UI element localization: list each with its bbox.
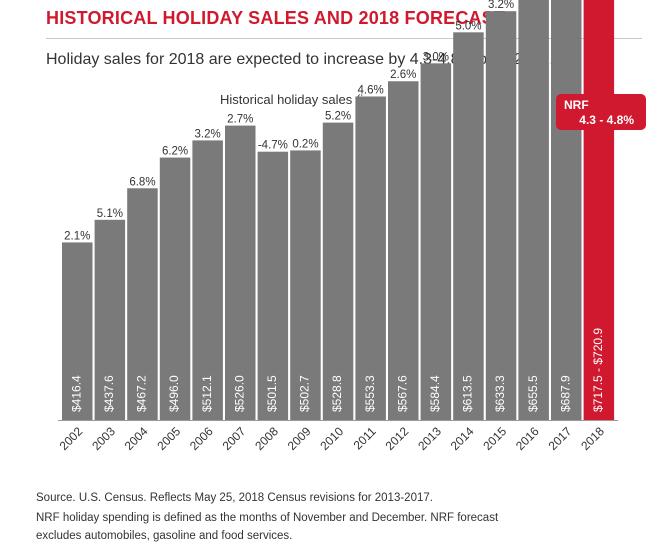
x-tick-label: 2016 xyxy=(513,424,542,453)
growth-label: 5.0% xyxy=(455,20,481,32)
bar-value-label: $467.2 xyxy=(135,375,149,412)
bar-2005 xyxy=(159,157,191,420)
bar-2015 xyxy=(485,11,517,420)
bar-value-label: $416.4 xyxy=(69,375,83,412)
bar-2011 xyxy=(355,96,386,420)
x-tick-label: 2012 xyxy=(383,424,412,453)
footnote-exclusions: excludes automobiles, gasoline and food … xyxy=(36,530,293,542)
footnote-definition: NRF holiday spending is defined as the m… xyxy=(36,512,499,524)
x-tick-label: 2005 xyxy=(154,424,183,453)
bar-2016 xyxy=(518,0,549,421)
footnote-source: Source. U.S. Census. Reflects May 25, 20… xyxy=(36,492,433,504)
heading-divider xyxy=(46,38,642,39)
bar-value-label: $512.1 xyxy=(200,375,214,412)
growth-label: 3.0% xyxy=(423,51,449,63)
bar-2009 xyxy=(290,150,321,420)
bar-value-label: $567.6 xyxy=(395,375,409,412)
forecast-callout: NRF 4.3 - 4.8% xyxy=(556,94,646,130)
bar-2003 xyxy=(94,219,126,420)
x-tick-label: 2011 xyxy=(351,424,379,452)
bar-value-label: $584.4 xyxy=(428,375,442,412)
bar-2017 xyxy=(551,0,582,421)
bar-value-label: $437.6 xyxy=(102,375,116,412)
x-tick-label: 2006 xyxy=(187,424,216,453)
x-tick-label: 2009 xyxy=(285,424,314,453)
x-tick-label: 2017 xyxy=(546,424,575,453)
bar-value-label: $496.0 xyxy=(167,375,181,412)
growth-label: 2.1% xyxy=(64,230,90,242)
bar-2010 xyxy=(322,122,354,421)
bar-2012 xyxy=(388,81,419,420)
bar-2002 xyxy=(62,242,93,420)
x-tick-label: 2007 xyxy=(220,424,249,453)
growth-label: 5.1% xyxy=(97,208,123,220)
bar-value-label: $655.5 xyxy=(526,375,540,412)
callout-range: 4.3 - 4.8% xyxy=(579,113,634,127)
bar-2013 xyxy=(420,63,452,421)
growth-label: 2.6% xyxy=(390,69,416,81)
x-tick-label: 2015 xyxy=(480,424,509,453)
x-tick-label: 2013 xyxy=(415,424,444,453)
callout-source: NRF xyxy=(564,98,589,112)
bar-2006 xyxy=(192,140,223,420)
growth-label: 6.8% xyxy=(129,176,155,188)
growth-label: 4.6% xyxy=(358,84,384,96)
chart-title: Historical holiday sales (in xyxy=(220,92,371,107)
bar-value-label: $613.5 xyxy=(461,375,475,412)
x-tick-label: 2003 xyxy=(89,424,118,453)
growth-label: 3.2% xyxy=(195,128,221,140)
bar-2007 xyxy=(225,125,256,421)
x-tick-label: 2014 xyxy=(448,424,477,453)
bar-value-label: $717.5 - $720.9 xyxy=(591,328,605,412)
bar-value-label: $502.7 xyxy=(298,375,312,412)
bar-2014 xyxy=(453,32,484,421)
bar-value-label: $553.3 xyxy=(363,375,377,412)
x-tick-label: 2010 xyxy=(317,424,346,453)
growth-label: 2.7% xyxy=(227,114,253,126)
bar-value-label: $501.5 xyxy=(265,375,279,412)
chart-heading: HISTORICAL HOLIDAY SALES AND 2018 FORECA… xyxy=(46,8,506,28)
growth-label: -4.7% xyxy=(258,140,288,152)
bar-value-label: $633.3 xyxy=(493,375,507,412)
x-tick-label: 2018 xyxy=(578,424,607,453)
growth-label: 3.2% xyxy=(488,0,514,11)
x-tick-label: 2004 xyxy=(122,424,151,453)
bar-value-label: $687.9 xyxy=(558,375,572,412)
bar-2008 xyxy=(257,151,289,421)
bar-value-label: $526.0 xyxy=(232,375,246,412)
x-tick-label: 2008 xyxy=(252,424,281,453)
growth-label: 0.2% xyxy=(292,138,318,150)
growth-label: 5.2% xyxy=(325,111,351,123)
bar-value-label: $528.8 xyxy=(330,375,344,412)
growth-label: 6.2% xyxy=(162,146,188,158)
x-tick-label: 2002 xyxy=(57,424,86,453)
bar-2004 xyxy=(127,188,158,420)
